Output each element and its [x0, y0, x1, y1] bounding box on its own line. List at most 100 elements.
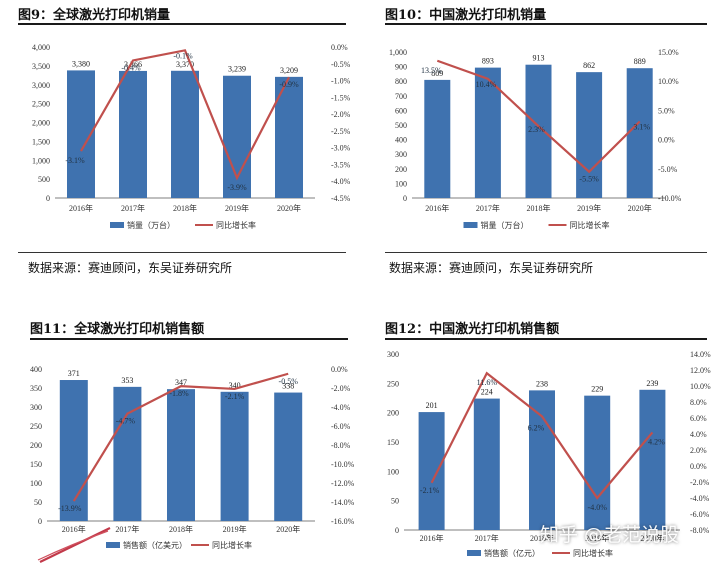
growth-value-label: -13.9% — [58, 504, 82, 513]
y2-tick-label: 14.0% — [690, 350, 711, 359]
bar-value-label: 893 — [482, 57, 494, 66]
source-rule — [385, 252, 707, 253]
growth-value-label: 2.3% — [528, 125, 545, 134]
x-tick-label: 2019年 — [577, 203, 601, 213]
y2-tick-label: -12.0% — [331, 479, 355, 488]
growth-line — [430, 371, 654, 500]
x-tick-label: 2018年 — [173, 203, 197, 213]
panel-title-fig12: 图12：中国激光打印机销售额 — [385, 322, 560, 337]
x-tick-label: 2017年 — [476, 203, 500, 213]
growth-value-label: 10.4% — [476, 80, 497, 89]
growth-value-label: -0.9% — [279, 80, 299, 89]
bar-value-label: 338 — [282, 382, 294, 391]
y2-tick-label: 4.0% — [690, 430, 707, 439]
y2-tick-label: -10.0% — [331, 460, 355, 469]
legend-bar-swatch — [467, 550, 481, 556]
bar-value-label: 3,380 — [72, 59, 90, 68]
bar-value-label: 340 — [229, 381, 241, 390]
title-rule — [385, 23, 707, 25]
y-tick-label: 200 — [395, 165, 407, 174]
bar — [167, 389, 195, 521]
y-tick-label: 2,000 — [32, 119, 50, 128]
y2-tick-label: -2.0% — [331, 110, 351, 119]
x-tick-label: 2018年 — [527, 203, 551, 213]
y2-tick-label: 12.0% — [690, 366, 711, 375]
bar-value-label: 809 — [431, 69, 443, 78]
y-tick-label: 100 — [395, 179, 407, 188]
bar-value-label: 224 — [481, 388, 493, 397]
growth-value-label: 13.5% — [421, 66, 442, 75]
bar — [576, 72, 603, 198]
y2-tick-label: -0.5% — [331, 60, 351, 69]
bar-value-label: 913 — [533, 54, 545, 63]
y-tick-label: 3,500 — [32, 62, 50, 71]
y2-tick-label: -4.0% — [690, 494, 710, 503]
bar-value-label: 3,239 — [228, 65, 246, 74]
x-tick-label: 2016年 — [69, 203, 93, 213]
y-tick-label: 900 — [395, 63, 407, 72]
x-tick-label: 2019年 — [585, 533, 609, 543]
y2-tick-label: -8.0% — [690, 526, 710, 535]
bar-value-label: 3,366 — [124, 60, 142, 69]
panel-title-fig10: 图10：中国激光打印机销量 — [385, 8, 547, 23]
growth-value-label: -4.7% — [116, 417, 136, 426]
bar-value-label: 862 — [583, 61, 595, 70]
y-tick-label: 400 — [395, 136, 407, 145]
y-tick-label: 50 — [391, 497, 399, 506]
growth-value-label: -4.0% — [588, 503, 608, 512]
bar — [525, 64, 552, 199]
x-tick-label: 2019年 — [225, 203, 249, 213]
y-tick-label: 1,000 — [389, 48, 407, 57]
y-tick-label: 50 — [34, 498, 42, 507]
y2-tick-label: -2.5% — [331, 127, 351, 136]
legend-bar-swatch — [110, 222, 124, 228]
legend-line-label: 同比增长率 — [212, 540, 252, 550]
y2-tick-label: -3.5% — [331, 160, 351, 169]
y-tick-label: 100 — [387, 467, 399, 476]
y-tick-label: 600 — [395, 106, 407, 115]
legend-bar-label: 销售额（亿元） — [484, 548, 540, 558]
bar-value-label: 371 — [68, 369, 80, 378]
y-tick-label: 4,000 — [32, 43, 50, 52]
bar-value-label: 3,209 — [280, 66, 298, 75]
y-tick-label: 300 — [395, 150, 407, 159]
y-tick-label: 1,000 — [32, 156, 50, 165]
title-rule — [18, 23, 346, 25]
y2-tick-label: -16.0% — [331, 517, 355, 526]
y2-tick-label: 0.0% — [690, 462, 707, 471]
bar — [529, 390, 555, 530]
x-tick-label: 2016年 — [420, 533, 444, 543]
y2-tick-label: 10.0% — [658, 77, 679, 86]
bar — [474, 67, 501, 198]
y-tick-label: 3,000 — [32, 81, 50, 90]
x-tick-label: 2018年 — [530, 533, 554, 543]
source-rule — [18, 252, 346, 253]
y2-tick-label: 15.0% — [658, 48, 679, 57]
y-tick-label: 200 — [387, 409, 399, 418]
title-rule — [385, 338, 707, 340]
y2-tick-label: -6.0% — [690, 510, 710, 519]
y2-tick-label: -2.0% — [690, 478, 710, 487]
growth-line — [72, 372, 289, 502]
bar — [59, 380, 88, 521]
y2-tick-label: -4.5% — [331, 194, 351, 203]
y-tick-label: 250 — [30, 422, 42, 431]
y2-tick-label: -8.0% — [331, 441, 351, 450]
bar-value-label: 201 — [426, 401, 438, 410]
bar — [584, 395, 611, 530]
growth-value-label: -1.8% — [169, 389, 189, 398]
panel-title-fig9: 图9：全球激光打印机销量 — [18, 8, 171, 23]
y2-tick-label: -10.0% — [658, 194, 682, 203]
y-tick-label: 300 — [30, 403, 42, 412]
y-tick-label: 0 — [403, 194, 407, 203]
legend-bar-label: 销售额（亿美元） — [123, 540, 187, 550]
y2-tick-label: -4.0% — [331, 177, 351, 186]
legend-bar-label: 销量（万台） — [127, 220, 175, 230]
y2-tick-label: -5.0% — [658, 165, 678, 174]
x-tick-label: 2020年 — [628, 203, 652, 213]
legend-bar-label: 销量（万台） — [481, 220, 529, 230]
watermark: 知乎 @老范说股 — [540, 524, 680, 546]
y2-tick-label: -6.0% — [331, 422, 351, 431]
growth-value-label: 4.2% — [648, 437, 665, 446]
